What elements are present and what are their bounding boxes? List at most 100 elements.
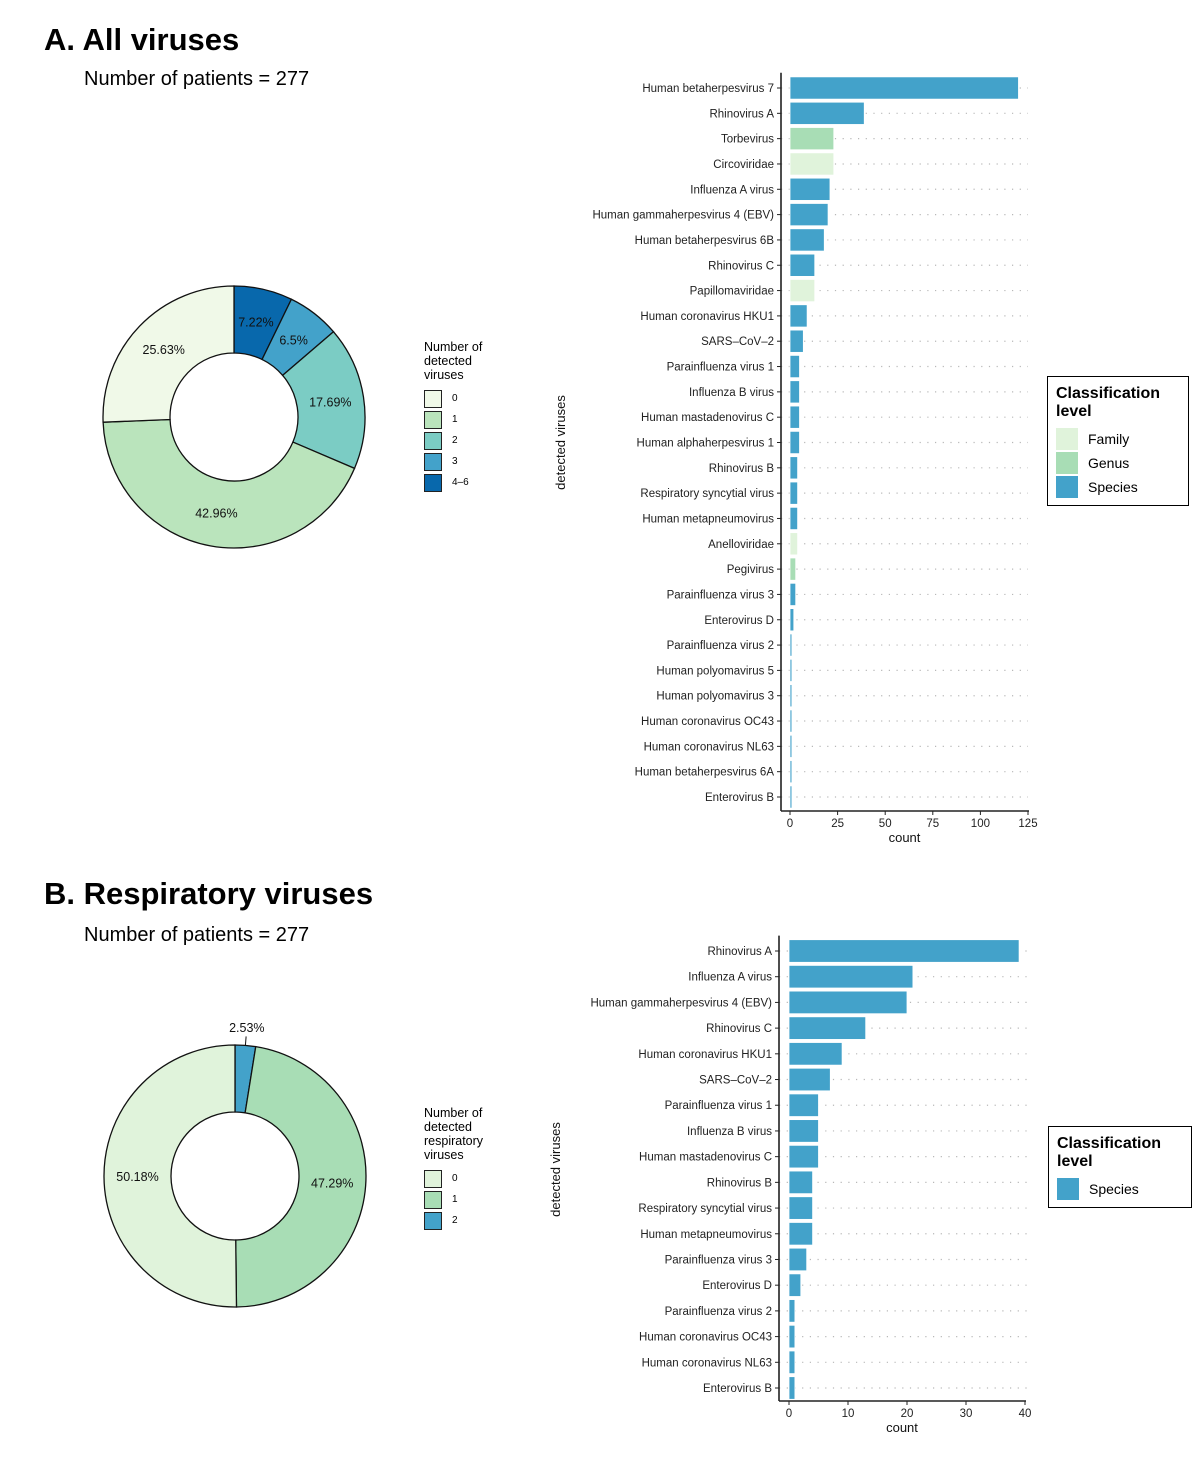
panel-a-title: A. All viruses [44,22,240,57]
x-axis-title: count [889,830,921,845]
bar [789,127,835,151]
legend-title-line: detected [424,354,472,368]
legend-label: 4–6 [452,477,469,488]
y-tick-label: Enterovirus D [704,615,774,627]
legend-swatch [1056,428,1078,450]
bar [788,1350,796,1375]
legend-item: 3 [424,451,482,472]
bar [789,633,793,657]
legend-title: Number of detected respiratory viruses [424,1106,483,1162]
y-tick-label: Human metapneumovirus [642,513,774,525]
bar [788,1067,831,1092]
legend-item: 2 [424,430,482,451]
legend-title-line: Classification [1057,1135,1162,1152]
y-tick-label: Parainfluenza virus 2 [665,1306,772,1318]
donut-slice-label: 50.18% [116,1170,158,1184]
legend-item: 2 [424,1210,483,1231]
bar [789,405,800,429]
x-tick-label: 20 [901,1408,914,1420]
bar [788,1042,843,1066]
legend-label: 0 [452,393,458,404]
label-leader-line [244,1036,247,1046]
y-tick-label: Rhinovirus B [707,1177,773,1189]
y-tick-label: Rhinovirus C [708,260,774,272]
y-tick-label: Human betaherpesvirus 6A [635,767,775,779]
x-tick-label: 30 [960,1408,973,1420]
legend-item: Genus [1056,451,1180,475]
donut-slice-label: 17.69% [309,396,351,410]
legend-title-line: detected [424,1120,472,1134]
y-tick-label: SARS–CoV–2 [699,1075,772,1087]
donut-slice-label: 25.63% [143,343,185,357]
bar [788,1376,796,1400]
y-tick-label: Human coronavirus HKU1 [638,1049,772,1061]
bar [789,684,793,708]
y-tick-label: Human polyomavirus 3 [656,691,774,703]
y-tick-label: Pegivirus [727,564,775,576]
donut-slice-label: 42.96% [195,506,237,520]
legend-title: Number of detected viruses [424,340,482,382]
y-tick-label: Papillomaviridae [690,286,774,298]
legend-swatch [424,1211,442,1230]
y-tick-label: Respiratory syncytial virus [638,1203,772,1215]
bar [788,990,908,1015]
y-tick-label: Human coronavirus OC43 [639,1332,772,1344]
y-tick-label: Human coronavirus NL63 [644,741,774,753]
donut-chart-respiratory-viruses: 2.53% 47.29% 50.18% [103,1021,367,1308]
bar [789,557,797,581]
x-tick-label: 0 [787,818,793,830]
y-tick-label: Human coronavirus HKU1 [640,311,774,323]
legend-swatch [424,473,442,492]
donut-slice-label: 6.5% [279,333,308,347]
bar [789,760,793,784]
legend-item: Species [1056,475,1180,499]
y-tick-label: Torbevirus [721,134,774,146]
y-tick-label: Rhinovirus A [707,946,772,958]
legend-label: 3 [452,456,458,467]
bar [789,203,829,227]
y-tick-label: Rhinovirus A [709,108,774,120]
bar [789,430,800,455]
legend-swatch [424,431,442,450]
donut-slice-label: 2.53% [229,1021,264,1035]
donut-slice-label: 7.22% [238,315,273,329]
legend-label: 1 [452,1194,458,1205]
y-tick-label: Human metapneumovirus [640,1229,772,1241]
bar [788,964,914,989]
x-tick-label: 10 [842,1408,855,1420]
y-tick-label: Human betaherpesvirus 6B [635,235,775,247]
bar [789,101,865,125]
bar [788,1093,819,1117]
legend-swatch [424,452,442,471]
legend-title-line: Number of [424,340,483,354]
bar [788,1016,867,1040]
x-tick-label: 40 [1019,1408,1032,1420]
y-tick-label: Human coronavirus NL63 [642,1357,772,1369]
y-tick-label: Rhinovirus B [709,463,775,475]
bar [789,177,831,201]
bar [789,481,799,505]
legend-swatch [424,410,442,429]
bar [789,354,800,379]
y-tick-label: Enterovirus B [703,1383,772,1395]
legend-swatch [424,389,442,408]
y-tick-label: Human betaherpesvirus 7 [642,83,774,95]
y-tick-label: SARS–CoV–2 [701,336,774,348]
y-axis-title: detected viruses [548,1122,563,1217]
bar [788,1273,802,1297]
legend-title-line: viruses [424,1148,464,1162]
donut-slice-2 [281,330,366,470]
y-tick-label: Parainfluenza virus 2 [667,640,774,652]
bar [789,152,835,176]
donut-slice-0 [103,1044,238,1308]
legend-swatch [1056,452,1078,474]
y-tick-label: Influenza B virus [687,1126,772,1138]
legend-title: Classification level [1056,385,1180,421]
legend-swatch [424,1190,442,1209]
donut-slice-0 [102,285,235,423]
x-axis-title: count [886,1420,918,1435]
donut-slice-1 [235,1045,367,1308]
legend-label: 0 [452,1173,458,1184]
bar [789,734,793,758]
x-tick-label: 75 [926,818,939,830]
